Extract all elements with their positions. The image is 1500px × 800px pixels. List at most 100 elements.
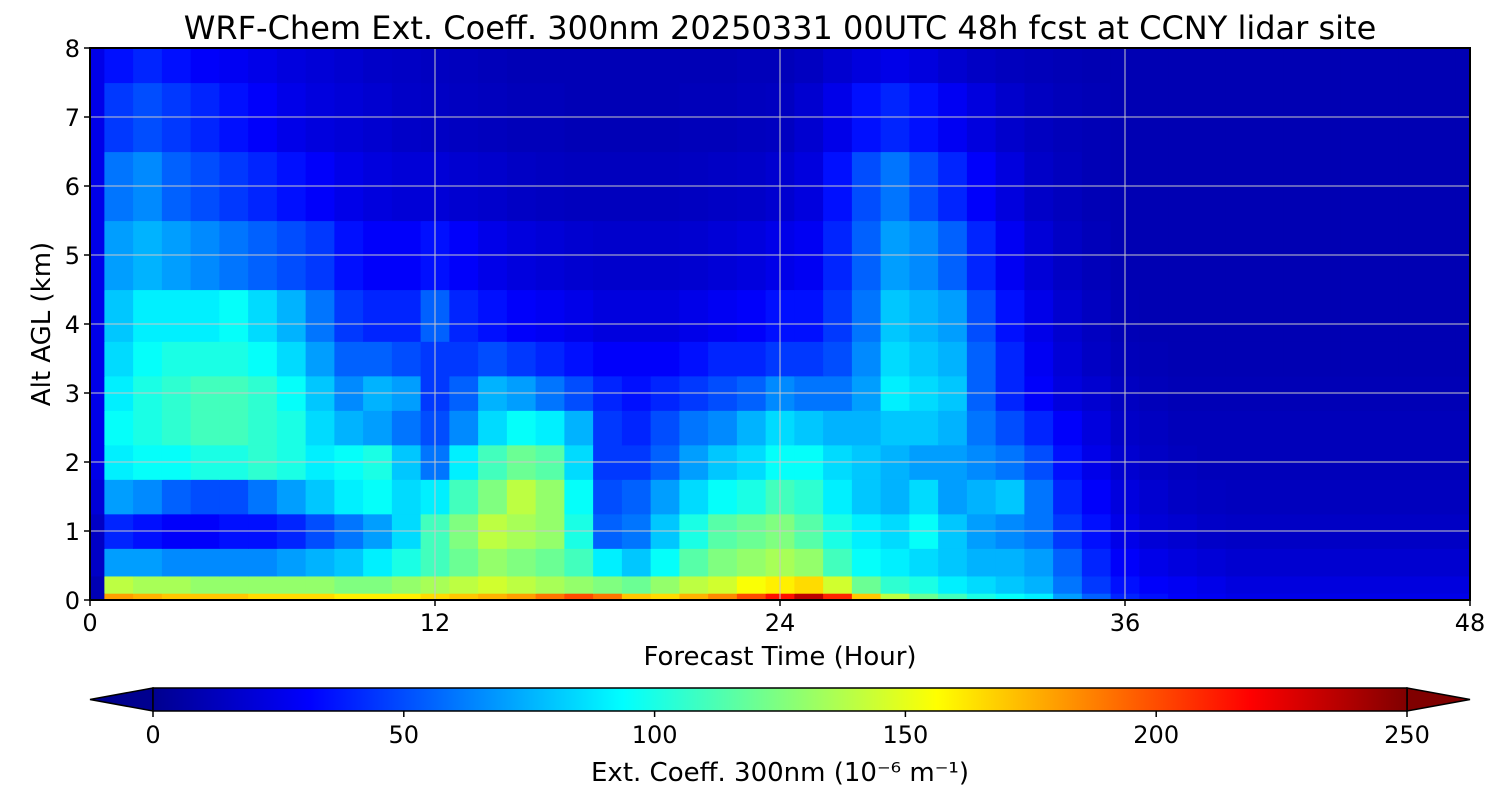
heatmap-cell — [1311, 575, 1342, 594]
heatmap-cell — [1168, 341, 1198, 377]
heatmap-cell — [219, 548, 249, 577]
heatmap-cell — [276, 479, 307, 515]
heatmap-cell — [621, 548, 652, 577]
heatmap-cell — [161, 341, 192, 377]
heatmap-cell — [851, 289, 882, 342]
heatmap-cell — [305, 410, 335, 446]
heatmap-cell — [564, 593, 594, 600]
heatmap-cell — [478, 548, 508, 577]
heatmap-cell — [133, 593, 163, 600]
colorbar-extend-low — [89, 687, 154, 712]
x-tick-label: 36 — [1110, 609, 1141, 637]
heatmap-cell — [1398, 548, 1428, 577]
heatmap-cell — [736, 341, 767, 377]
heatmap-cell — [621, 479, 652, 515]
colorbar-tick-label: 200 — [1133, 721, 1179, 749]
heatmap-cell — [276, 341, 307, 377]
heatmap-cell — [1426, 341, 1457, 377]
x-tick-label: 48 — [1455, 609, 1486, 637]
heatmap-cell — [823, 479, 853, 515]
heatmap-cell — [535, 341, 565, 377]
heatmap-cell — [909, 548, 939, 577]
heatmap-cell — [966, 593, 997, 600]
heatmap-cell — [363, 593, 393, 600]
heatmap-cell — [535, 289, 565, 342]
colorbar: 0 50 100 150 200 250 — [89, 687, 1471, 749]
heatmap-cell — [880, 48, 910, 84]
heatmap-cell — [679, 341, 709, 377]
heatmap-cell — [1398, 289, 1428, 342]
heatmap-cell — [708, 548, 738, 577]
heatmap-cell — [161, 575, 192, 594]
x-tick-label: 24 — [765, 609, 796, 637]
colorbar-extend-high — [1406, 687, 1471, 712]
heatmap-cell — [1024, 593, 1054, 600]
heatmap-cell — [1225, 479, 1255, 515]
colorbar-label: Ext. Coeff. 300nm (10⁻⁶ m⁻¹) — [591, 758, 969, 788]
heatmap-cell — [104, 479, 134, 515]
heatmap-cell — [679, 410, 709, 446]
heatmap-cell — [305, 479, 335, 515]
heatmap-cell — [909, 479, 939, 515]
heatmap-cell — [535, 479, 565, 515]
heatmap-cell — [506, 341, 537, 377]
heatmap-cell — [938, 341, 968, 377]
heatmap-cell — [1053, 548, 1083, 577]
heatmap-cell — [1168, 48, 1198, 84]
heatmap-cell — [133, 48, 163, 84]
heatmap-cell — [276, 593, 307, 600]
heatmap-cell — [1168, 289, 1198, 342]
heatmap-cell — [449, 289, 479, 342]
heatmap-cell — [305, 48, 335, 84]
heatmap-cell — [823, 593, 853, 600]
heatmap-cell — [363, 341, 393, 377]
heatmap-cell — [1426, 289, 1457, 342]
heatmap-cell — [219, 341, 249, 377]
heatmap-cell — [938, 48, 968, 84]
heatmap-cell — [90, 289, 105, 342]
heatmap-cell — [1053, 593, 1083, 600]
heatmap-cell — [794, 575, 824, 594]
heatmap-cell — [1196, 479, 1227, 515]
heatmap-cell — [679, 593, 709, 600]
heatmap-cell — [478, 479, 508, 515]
heatmap-cell — [708, 575, 738, 594]
colorbar-tick-label: 0 — [145, 721, 160, 749]
heatmap-cell — [334, 341, 364, 377]
heatmap-cell — [621, 575, 652, 594]
heatmap-cell — [1426, 479, 1457, 515]
heatmap-cell — [391, 341, 422, 377]
heatmap-cell — [1053, 575, 1083, 594]
heatmap-cell — [1254, 289, 1284, 342]
heatmap-cell — [909, 575, 939, 594]
heatmap-cell — [794, 548, 824, 577]
heatmap-cell — [1398, 593, 1428, 600]
heatmap-cell — [593, 341, 623, 377]
heatmap-cell — [190, 548, 220, 577]
heatmap-cell — [650, 548, 680, 577]
heatmap-cell — [305, 341, 335, 377]
heatmap-cell — [938, 289, 968, 342]
heatmap-cell — [478, 48, 508, 84]
heatmap-cell — [823, 575, 853, 594]
heatmap-cell — [794, 410, 824, 446]
heatmap-cell — [1340, 548, 1370, 577]
heatmap-cell — [995, 341, 1025, 377]
heatmap-cell — [449, 593, 479, 600]
heatmap-cell — [506, 289, 537, 342]
heatmap-cell — [104, 593, 134, 600]
heatmap-cell — [248, 479, 278, 515]
heatmap-cell — [621, 341, 652, 377]
heatmap-cell — [938, 593, 968, 600]
heatmap-cell — [794, 289, 824, 342]
heatmap-cell — [90, 410, 105, 446]
heatmap-cell — [1311, 410, 1342, 446]
colorbar-tick-label: 50 — [389, 721, 420, 749]
heatmap-cell — [1283, 548, 1313, 577]
heatmap-cell — [1254, 48, 1284, 84]
heatmap-cell — [1455, 48, 1470, 84]
heatmap-cell — [1311, 593, 1342, 600]
heatmap-cell — [90, 593, 105, 600]
heatmap-cell — [248, 575, 278, 594]
heatmap-cell — [995, 548, 1025, 577]
